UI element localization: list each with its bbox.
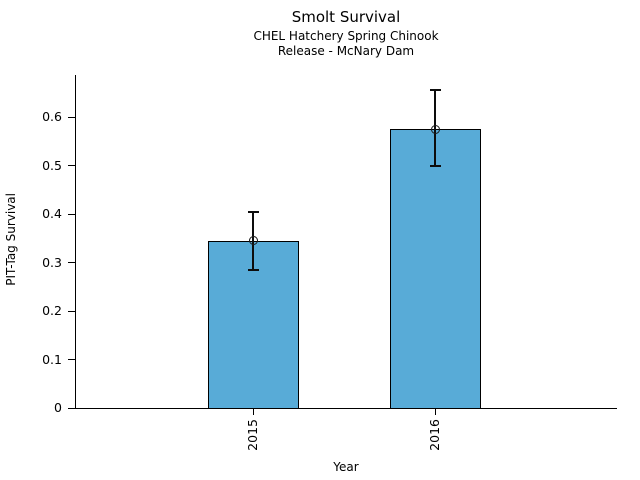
error-bar-cap-bottom — [429, 164, 441, 167]
y-tick-label: 0 — [54, 400, 62, 415]
y-tick — [68, 116, 75, 118]
y-tick — [68, 407, 75, 409]
y-tick-label: 0.5 — [42, 157, 62, 173]
y-tick — [68, 262, 75, 263]
y-tick-label: 0.3 — [42, 254, 62, 270]
x-tick — [252, 408, 254, 415]
error-bar-cap-top — [247, 210, 259, 213]
y-tick-label: 0.6 — [42, 109, 62, 124]
y-axis-line — [75, 75, 76, 409]
y-tick — [68, 310, 75, 312]
chart-subtitle-line2: Release - McNary Dam — [277, 44, 415, 58]
chart-title: Smolt Survival — [291, 8, 401, 26]
y-tick-label: 0.1 — [42, 351, 62, 367]
chart-subtitle-line1: CHEL Hatchery Spring Chinook — [253, 29, 439, 43]
y-axis-label: PIT-Tag Survival — [4, 193, 18, 286]
data-point-marker-circle — [430, 124, 440, 134]
y-tick-label: 0.2 — [42, 303, 62, 318]
y-tick-label: 0.4 — [42, 206, 62, 221]
x-tick-label: 2015 — [245, 419, 260, 451]
y-tick — [68, 213, 75, 215]
error-bar-cap-top — [429, 89, 441, 92]
x-axis-label: Year — [333, 460, 359, 474]
data-point-marker-circle — [248, 236, 258, 246]
bar — [389, 129, 481, 409]
y-tick — [68, 359, 75, 360]
x-axis-line — [75, 408, 617, 409]
y-tick — [68, 165, 75, 166]
x-tick-label: 2016 — [427, 419, 442, 451]
error-bar-cap-bottom — [247, 268, 259, 271]
x-tick — [434, 408, 436, 415]
